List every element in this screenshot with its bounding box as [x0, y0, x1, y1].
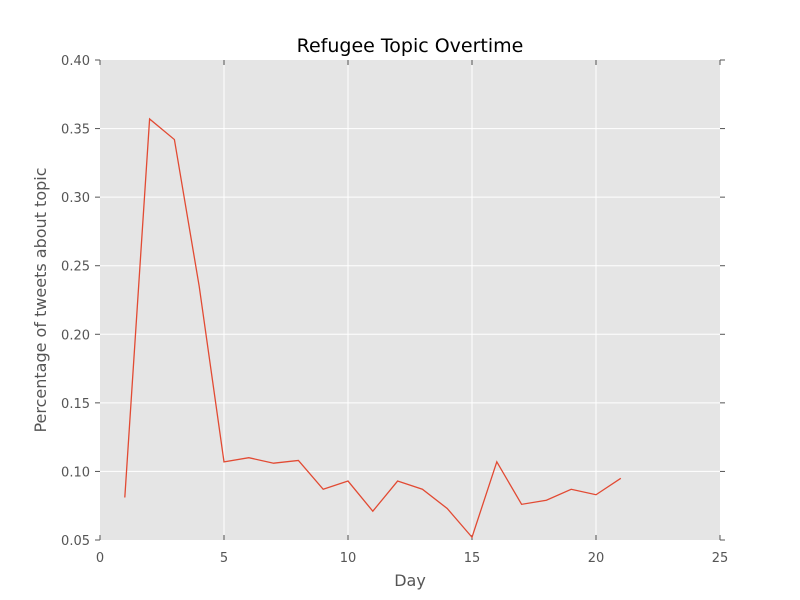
- y-tick-label: 0.35: [61, 123, 90, 138]
- grid-lines: [100, 60, 720, 540]
- x-tick-label: 20: [588, 551, 605, 566]
- y-tick-label: 0.25: [61, 260, 90, 275]
- x-axis-label: Day: [394, 571, 426, 590]
- y-tick-label: 0.05: [61, 534, 90, 549]
- x-tick-label: 5: [220, 551, 228, 566]
- y-axis-label: Percentage of tweets about topic: [31, 167, 50, 432]
- axis-ticks: [95, 59, 725, 541]
- y-tick-label: 0.40: [61, 54, 90, 69]
- plot-background: [100, 60, 720, 540]
- y-tick-label: 0.15: [61, 397, 90, 412]
- x-tick-label: 0: [96, 551, 104, 566]
- x-tick-label: 15: [464, 551, 481, 566]
- x-tick-label: 10: [340, 551, 357, 566]
- y-tick-label: 0.20: [61, 328, 90, 343]
- chart-title: Refugee Topic Overtime: [297, 35, 524, 57]
- x-tick-labels: 0 5 10 15 20 25: [96, 551, 728, 566]
- y-tick-label: 0.30: [61, 191, 90, 206]
- x-tick-label: 25: [712, 551, 729, 566]
- series-line: [124, 117, 622, 539]
- y-tick-labels: 0.05 0.10 0.15 0.20 0.25 0.30 0.35 0.40: [61, 54, 90, 549]
- y-tick-label: 0.10: [61, 465, 90, 480]
